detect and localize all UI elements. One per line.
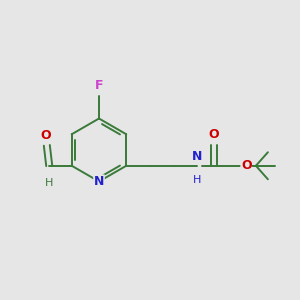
Text: N: N — [192, 150, 202, 163]
Text: H: H — [193, 175, 201, 185]
Text: N: N — [94, 175, 104, 188]
Text: O: O — [241, 159, 251, 172]
Text: O: O — [40, 129, 51, 142]
Text: F: F — [95, 80, 103, 92]
Text: H: H — [45, 178, 53, 188]
Text: O: O — [209, 128, 219, 141]
